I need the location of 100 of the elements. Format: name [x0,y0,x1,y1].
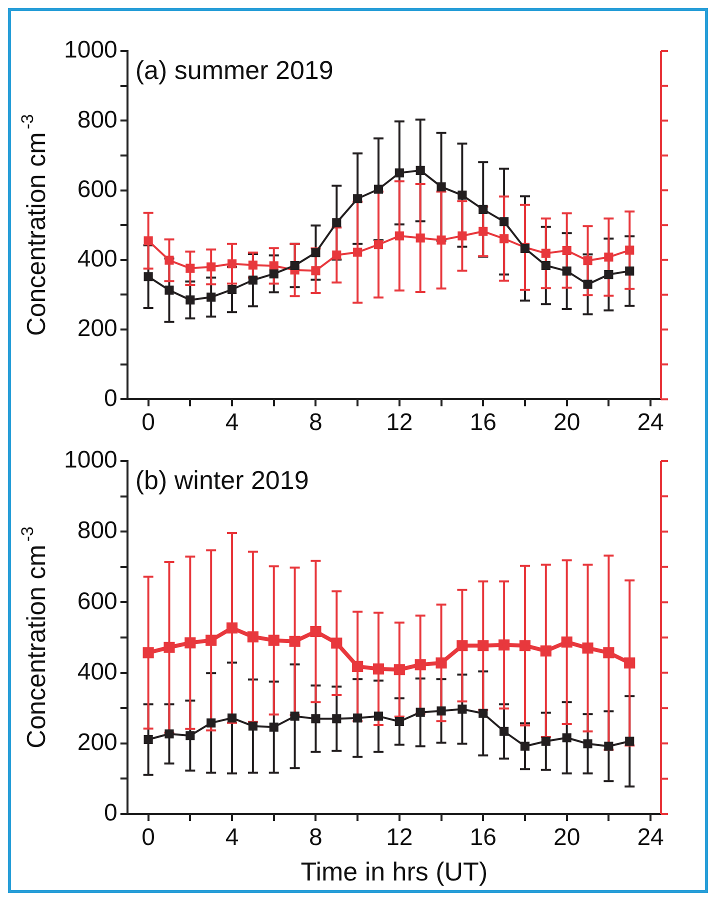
point [332,218,342,228]
x-tick-label: 12 [386,409,413,436]
point [500,234,509,244]
point [394,231,404,240]
point [519,640,531,652]
point [332,714,342,724]
x-tick-label: 8 [309,409,322,436]
y-tick-label: 800 [77,106,118,134]
point [227,284,237,294]
point [247,631,258,642]
point [478,640,489,652]
y-axis-title: Concentration cm-3 [18,526,51,748]
point [394,664,405,676]
point [142,647,154,658]
x-tick-label: 8 [309,824,322,852]
point [561,636,572,648]
point [436,182,446,192]
y-tick-label: 600 [77,588,118,615]
point [436,657,447,668]
point [414,659,426,670]
point [186,295,195,304]
point [248,722,258,731]
point [226,622,238,634]
point [374,240,384,250]
point [624,657,636,668]
y-tick-label: 1000 [64,446,118,474]
point [416,233,425,243]
x-tick-label: 4 [225,409,239,436]
y-tick-label: 600 [77,176,118,203]
x-tick-label: 4 [225,824,239,852]
y-tick-label: 0 [104,384,118,412]
point [478,226,488,236]
point [269,261,278,270]
point [310,626,322,638]
point [625,246,634,255]
point [206,292,216,302]
point [289,636,300,647]
point [311,266,320,276]
point [248,276,258,285]
point [604,252,614,262]
point [562,733,572,742]
y-tick-label: 200 [77,315,118,342]
point [206,262,216,272]
x-tick-label: 20 [553,409,580,436]
point [331,638,342,649]
point [540,645,552,656]
point [227,259,237,268]
point [268,634,280,646]
point [352,660,364,672]
point [144,236,153,246]
point [227,713,237,723]
chart-title: (a) summer 2019 [135,55,334,85]
point [269,722,278,732]
point [498,639,510,650]
point [541,260,550,270]
point [436,706,446,716]
point [541,248,550,258]
x-tick-label: 16 [470,824,496,852]
point [562,246,572,256]
point [562,266,572,276]
point [625,266,634,276]
point [604,270,614,280]
point [186,731,195,740]
point [416,166,425,175]
point [458,231,467,240]
point [144,272,153,282]
point [604,742,614,751]
point [164,729,174,738]
point [353,713,362,723]
x-tick-label: 16 [470,409,496,436]
y-tick-label: 800 [77,517,118,544]
point [478,708,488,718]
point [625,736,634,746]
y-tick-label: 200 [77,729,118,756]
point [184,637,196,648]
point [583,739,592,748]
point [458,190,467,200]
point [500,726,509,736]
point [144,734,153,744]
y-tick-label: 400 [77,658,118,686]
point [583,256,592,266]
point [374,712,384,721]
point [311,248,320,258]
point [603,647,614,658]
point [500,217,509,226]
point [583,280,592,289]
point [248,260,258,270]
point [164,642,175,653]
point [164,256,174,265]
point [394,716,404,726]
point [394,168,404,178]
point [372,663,384,674]
point [206,634,217,646]
point [478,204,488,214]
point [186,264,195,273]
x-tick-label: 20 [553,824,580,852]
point [458,704,467,714]
point [374,184,384,194]
point [541,736,550,746]
point [332,250,342,260]
